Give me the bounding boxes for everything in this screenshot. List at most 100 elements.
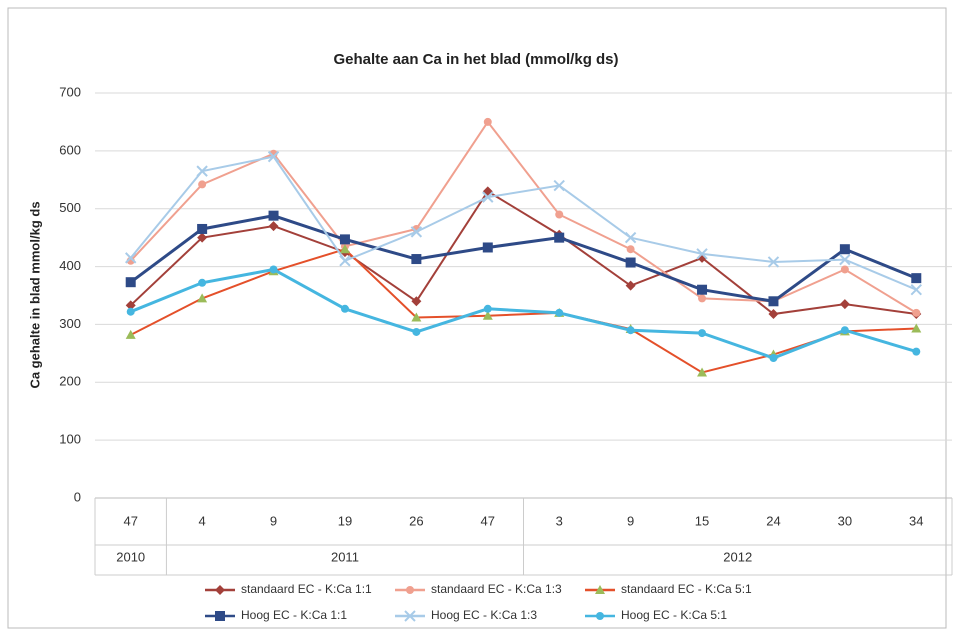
marker: [768, 296, 779, 307]
marker: [840, 326, 849, 335]
marker: [339, 255, 351, 267]
y-tick-label: 0: [74, 489, 81, 504]
x-tick-label: 9: [627, 513, 634, 528]
marker: [410, 226, 423, 238]
marker: [595, 585, 605, 594]
marker: [626, 245, 635, 254]
marker: [840, 265, 849, 274]
marker: [482, 242, 493, 253]
marker: [406, 586, 414, 594]
series-line: [130, 189, 917, 316]
marker: [625, 257, 636, 268]
marker: [197, 232, 208, 243]
legend-label: standaard EC - K:Ca 1:1: [241, 582, 372, 596]
marker: [911, 273, 922, 284]
x-tick-label: 34: [909, 513, 923, 528]
marker: [198, 278, 207, 287]
x-tick-label: 15: [695, 513, 709, 528]
marker: [697, 367, 708, 377]
legend-label: Hoog EC - K:Ca 1:3: [431, 608, 537, 622]
marker: [340, 304, 349, 313]
legend-label: standaard EC - K:Ca 1:3: [431, 582, 562, 596]
marker: [553, 179, 565, 192]
x-tick-label: 47: [123, 513, 137, 528]
marker: [698, 329, 707, 338]
marker: [482, 191, 494, 203]
x-tick-label: 3: [556, 513, 563, 528]
x-tick-label: 19: [338, 513, 352, 528]
x-tick-label: 26: [409, 513, 423, 528]
series-line: [129, 214, 917, 303]
marker: [267, 150, 280, 163]
marker: [215, 585, 225, 595]
x-tick-label: 30: [838, 513, 852, 528]
series-line: [130, 248, 917, 374]
marker: [626, 326, 635, 335]
x-tick-label: 47: [481, 513, 495, 528]
y-axis-title: Ca gehalte in blad mmol/kg ds: [27, 201, 42, 388]
marker: [697, 284, 708, 295]
marker: [215, 611, 225, 621]
marker: [596, 612, 604, 620]
group-label: 2010: [116, 549, 145, 564]
marker: [911, 323, 922, 333]
marker: [411, 296, 422, 307]
marker: [696, 248, 708, 260]
chart-border: [7, 7, 947, 629]
marker: [839, 299, 850, 310]
marker: [339, 234, 350, 245]
marker: [912, 347, 921, 356]
marker: [554, 232, 565, 243]
marker: [125, 329, 136, 339]
x-tick-label: 4: [199, 513, 206, 528]
marker: [625, 280, 636, 291]
marker: [268, 210, 279, 221]
marker: [197, 293, 208, 303]
x-tick-label: 24: [766, 513, 780, 528]
marker: [198, 180, 207, 189]
group-label: 2012: [723, 549, 752, 564]
marker: [624, 231, 637, 244]
marker: [768, 309, 779, 320]
marker: [269, 265, 278, 274]
marker: [839, 253, 851, 266]
marker: [483, 117, 492, 126]
marker: [411, 312, 422, 322]
y-tick-label: 300: [59, 316, 81, 331]
marker: [125, 300, 136, 311]
marker: [482, 310, 493, 320]
marker: [555, 210, 564, 219]
y-tick-label: 400: [59, 258, 81, 273]
y-tick-label: 700: [59, 84, 81, 99]
marker: [698, 294, 707, 303]
marker: [412, 327, 421, 336]
marker: [125, 252, 137, 264]
marker: [197, 223, 208, 234]
marker: [910, 284, 922, 296]
series-line: [129, 155, 917, 291]
marker: [268, 221, 279, 232]
marker: [839, 244, 850, 255]
x-tick-label: 9: [270, 513, 277, 528]
y-tick-label: 600: [59, 142, 81, 157]
series-line: [130, 267, 917, 360]
marker: [767, 256, 780, 268]
marker: [125, 277, 136, 288]
marker: [555, 308, 564, 317]
marker: [912, 308, 921, 317]
legend-label: Hoog EC - K:Ca 5:1: [621, 608, 727, 622]
y-tick-label: 500: [59, 200, 81, 215]
marker: [339, 244, 350, 254]
marker: [483, 304, 492, 313]
chart-title: Gehalte aan Ca in het blad (mmol/kg ds): [333, 51, 618, 68]
legend-label: standaard EC - K:Ca 5:1: [621, 582, 752, 596]
marker: [411, 254, 422, 265]
legend-label: Hoog EC - K:Ca 1:1: [241, 608, 347, 622]
y-tick-label: 100: [59, 432, 81, 447]
marker: [769, 353, 778, 362]
y-tick-label: 200: [59, 374, 81, 389]
marker: [126, 307, 135, 316]
group-label: 2011: [331, 549, 359, 564]
